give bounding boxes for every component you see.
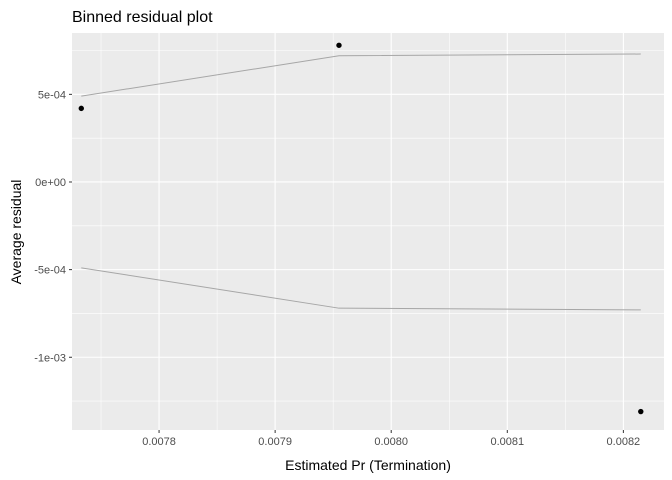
residual-point: [638, 408, 644, 415]
error-bands: [81, 53, 641, 311]
residual-point: [336, 42, 342, 48]
y-tick-label: 5e-04: [38, 89, 66, 101]
x-tick-label: 0.0078: [142, 436, 176, 448]
x-tick-label: 0.0079: [258, 436, 292, 448]
x-axis-title: Estimated Pr (Termination): [285, 457, 451, 473]
x-tick-label: 0.0082: [607, 436, 641, 448]
y-tick-label: -5e-04: [34, 265, 66, 277]
x-tick-label: 0.0080: [374, 436, 408, 448]
y-axis-title: Average residual: [8, 180, 24, 285]
major-gridlines: [72, 33, 664, 430]
plot-panel: [72, 33, 664, 430]
chart-title: Binned residual plot: [72, 9, 213, 26]
y-axis-ticks: 5e-04 0e+00 -5e-04 -1e-03: [34, 89, 72, 364]
data-points: [78, 42, 644, 415]
minor-gridlines: [72, 33, 664, 430]
x-axis-ticks: 0.0078 0.0079 0.0080 0.0081 0.0082: [142, 430, 640, 448]
residual-point: [78, 105, 84, 112]
y-tick-label: 0e+00: [35, 177, 66, 189]
lower-band-line: [81, 267, 641, 311]
x-tick-label: 0.0081: [490, 436, 524, 448]
y-tick-label: -1e-03: [34, 352, 66, 364]
upper-band-line: [81, 53, 641, 97]
